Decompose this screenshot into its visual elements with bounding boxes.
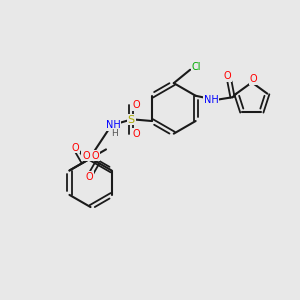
- Text: O: O: [92, 151, 99, 160]
- Text: NH: NH: [106, 120, 121, 130]
- Text: O: O: [133, 129, 140, 139]
- Text: NH: NH: [204, 95, 218, 105]
- Text: Cl: Cl: [192, 62, 201, 72]
- Text: O: O: [250, 74, 257, 84]
- Text: H: H: [111, 129, 118, 138]
- Text: O: O: [85, 172, 93, 182]
- Text: O: O: [71, 143, 79, 153]
- Text: S: S: [128, 115, 135, 124]
- Text: O: O: [82, 151, 90, 160]
- Text: O: O: [224, 71, 231, 81]
- Text: O: O: [133, 100, 140, 110]
